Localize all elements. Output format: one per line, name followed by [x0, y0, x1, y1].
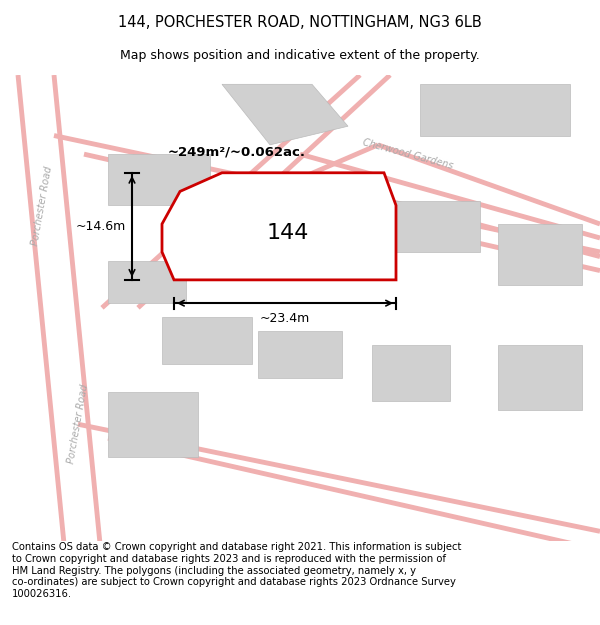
- Text: Map shows position and indicative extent of the property.: Map shows position and indicative extent…: [120, 49, 480, 62]
- Text: 144, PORCHESTER ROAD, NOTTINGHAM, NG3 6LB: 144, PORCHESTER ROAD, NOTTINGHAM, NG3 6L…: [118, 15, 482, 30]
- Polygon shape: [372, 201, 480, 252]
- Polygon shape: [162, 173, 396, 280]
- Polygon shape: [372, 345, 450, 401]
- Text: Porchester Road: Porchester Road: [30, 165, 54, 246]
- Text: 144: 144: [267, 223, 309, 243]
- Polygon shape: [498, 224, 582, 284]
- Polygon shape: [162, 317, 252, 364]
- Polygon shape: [420, 84, 570, 136]
- Polygon shape: [222, 84, 348, 145]
- Polygon shape: [108, 392, 198, 457]
- Text: Porchester Road: Porchester Road: [66, 384, 90, 465]
- Polygon shape: [108, 261, 186, 303]
- Polygon shape: [498, 345, 582, 410]
- Text: Contains OS data © Crown copyright and database right 2021. This information is : Contains OS data © Crown copyright and d…: [12, 542, 461, 599]
- Polygon shape: [258, 331, 342, 378]
- Text: Cherwood Gardens: Cherwood Gardens: [362, 138, 454, 171]
- Text: ~249m²/~0.062ac.: ~249m²/~0.062ac.: [168, 146, 306, 159]
- Text: ~14.6m: ~14.6m: [76, 220, 126, 233]
- Text: ~23.4m: ~23.4m: [260, 312, 310, 326]
- Polygon shape: [108, 154, 210, 206]
